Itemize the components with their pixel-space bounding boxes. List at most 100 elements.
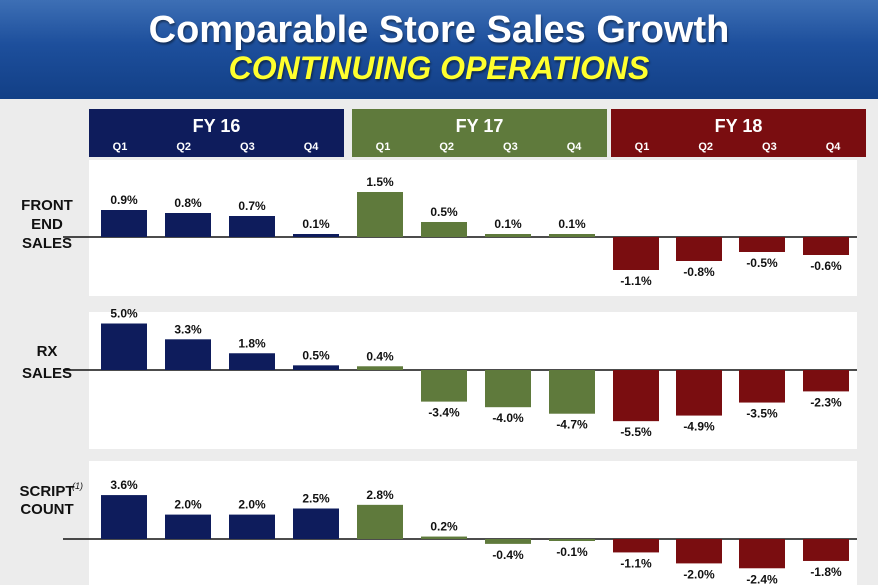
bar [676,370,722,416]
bar [549,539,595,541]
data-label: 0.2% [430,520,458,534]
data-label: -5.5% [620,425,652,439]
data-label: 0.5% [430,205,458,219]
row-label: RX [37,343,58,360]
row-label: COUNT [20,501,73,518]
row-label: SALES [22,235,72,252]
data-label: 2.5% [302,492,330,506]
data-label: -0.4% [492,548,524,562]
data-label: -1.1% [620,556,652,570]
bar [229,353,275,370]
bar [165,339,211,370]
data-label: 1.8% [238,336,266,350]
data-label: -2.4% [746,572,778,585]
bar [549,370,595,414]
chart-title: Comparable Store Sales Growth [148,9,730,51]
bar [803,539,849,561]
data-label: -4.0% [492,411,524,425]
data-label: -4.9% [683,420,715,434]
quarter-label: Q2 [698,141,713,153]
footnote-marker: (1) [72,481,83,491]
data-label: -0.8% [683,265,715,279]
bar [293,508,339,539]
chart-panel [89,461,857,585]
data-label: 5.0% [110,307,138,321]
data-label: -0.5% [746,256,778,270]
bar [803,237,849,255]
bar [485,234,531,237]
quarter-label: Q1 [376,141,391,153]
bar [485,539,531,544]
bar [357,504,403,539]
bar [676,237,722,261]
fy-header-label: FY 18 [715,116,763,136]
quarter-label: Q4 [304,141,320,153]
bar [739,370,785,403]
data-label: 2.0% [174,498,202,512]
data-label: -0.1% [556,545,588,559]
quarter-label: Q2 [176,141,191,153]
data-label: -1.1% [620,274,652,288]
row-label: SALES [22,365,72,382]
bar [165,514,211,539]
row-label: SCRIPT [19,483,74,500]
quarter-label: Q1 [635,141,650,153]
bar [549,234,595,237]
chart-subtitle: CONTINUING OPERATIONS [228,50,650,86]
bar [357,366,403,370]
data-label: -2.3% [810,395,842,409]
row-label: FRONT [21,197,73,214]
bar [421,370,467,402]
data-label: 3.6% [110,478,138,492]
data-label: 1.5% [366,175,394,189]
bar [613,237,659,270]
bar [357,192,403,237]
data-label: -0.6% [810,259,842,273]
bar [485,370,531,408]
bar [165,213,211,237]
bar [101,323,147,370]
chart-panel [89,160,857,296]
row-label: END [31,216,63,233]
data-label: 3.3% [174,322,202,336]
data-label: 2.8% [366,488,394,502]
bar [421,222,467,237]
quarter-label: Q3 [503,141,518,153]
bar [101,210,147,237]
bar [229,216,275,237]
data-label: 0.8% [174,196,202,210]
fy-header-3 [611,109,866,157]
data-label: 0.9% [110,193,138,207]
data-label: -2.0% [683,567,715,581]
quarter-label: Q3 [762,141,777,153]
bar [421,536,467,539]
fy-header-label: FY 16 [193,116,241,136]
bar [676,539,722,564]
data-label: 0.1% [494,217,522,231]
data-label: -1.8% [810,565,842,579]
data-label: -3.4% [428,406,460,420]
quarter-label: Q4 [826,141,842,153]
bar [739,237,785,252]
data-label: 2.0% [238,498,266,512]
bar [229,514,275,539]
bar [613,370,659,422]
fy-header-2 [352,109,607,157]
bar [803,370,849,392]
quarter-label: Q3 [240,141,255,153]
data-label: 0.1% [302,217,330,231]
bar [101,495,147,539]
fy-header-1 [89,109,344,157]
quarter-label: Q4 [567,141,583,153]
bar [739,539,785,569]
chart-panel [89,312,857,449]
bar [293,365,339,370]
data-label: 0.4% [366,349,394,363]
quarter-label: Q2 [439,141,454,153]
quarter-label: Q1 [113,141,128,153]
data-label: 0.1% [558,217,586,231]
data-label: -3.5% [746,407,778,421]
data-label: 0.7% [238,199,266,213]
bar [613,539,659,553]
